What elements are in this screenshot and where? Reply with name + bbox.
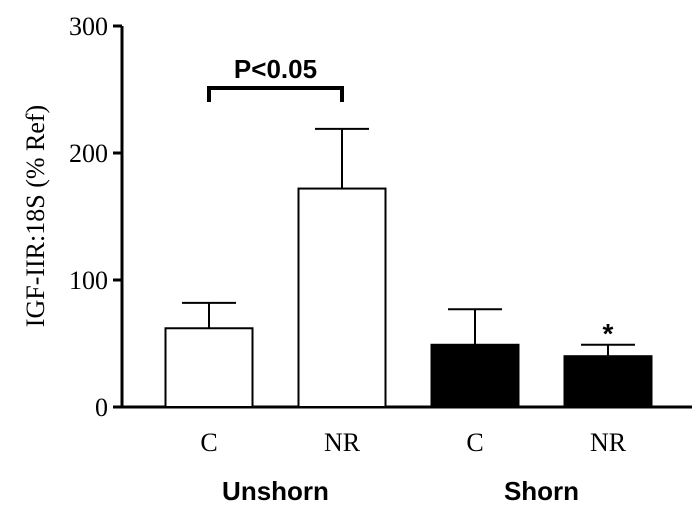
bar bbox=[164, 327, 254, 409]
significance-label: P<0.05 bbox=[234, 54, 317, 84]
group-label: Unshorn bbox=[222, 476, 329, 506]
x-tick-label: C bbox=[200, 428, 217, 457]
bar bbox=[297, 187, 387, 408]
bar bbox=[563, 355, 653, 409]
x-tick-label: C bbox=[466, 428, 483, 457]
y-tick-label: 100 bbox=[69, 266, 108, 295]
y-tick-label: 0 bbox=[95, 393, 108, 422]
bars bbox=[164, 127, 653, 409]
asterisk-marker: * bbox=[603, 318, 614, 349]
bar bbox=[430, 343, 520, 408]
significance-bracket bbox=[207, 86, 344, 102]
x-tick-label: NR bbox=[590, 428, 627, 457]
axes: 0 100 200 300 C NR C NR Unshorn Shorn bbox=[69, 12, 692, 506]
x-tick-label: NR bbox=[324, 428, 361, 457]
y-tick-label: 200 bbox=[69, 139, 108, 168]
annotations: P<0.05 * bbox=[207, 54, 614, 349]
group-label: Shorn bbox=[504, 476, 579, 506]
y-tick-label: 300 bbox=[69, 12, 108, 41]
y-axis-label: IGF-IIR:18S (% Ref) bbox=[21, 105, 50, 327]
